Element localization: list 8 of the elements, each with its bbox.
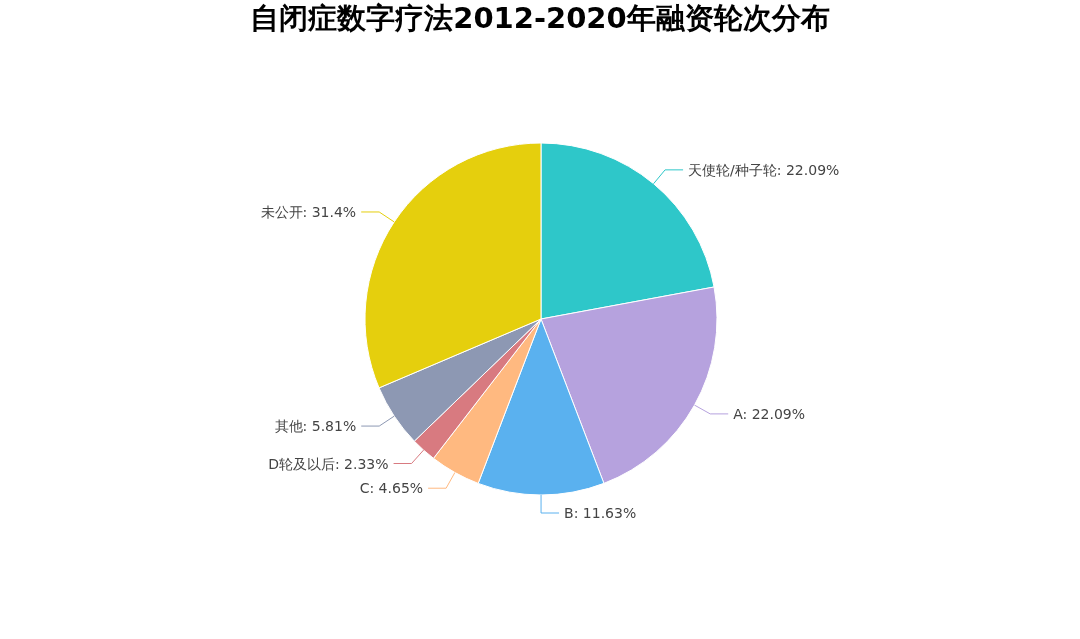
slice-label: C: 4.65%: [359, 480, 424, 497]
slice-label: A: 22.09%: [733, 405, 806, 422]
slice-label: 天使轮/种子轮: 22.09%: [688, 161, 840, 178]
chart-title: 自闭症数字疗法2012-2020年融资轮次分布: [250, 1, 830, 35]
slice-label: B: 11.63%: [564, 505, 637, 521]
slice-label: D轮及以后: 2.33%: [268, 455, 389, 472]
slice-label: 其他: 5.81%: [274, 418, 357, 435]
slice-label: 未公开: 31.4%: [260, 203, 357, 220]
